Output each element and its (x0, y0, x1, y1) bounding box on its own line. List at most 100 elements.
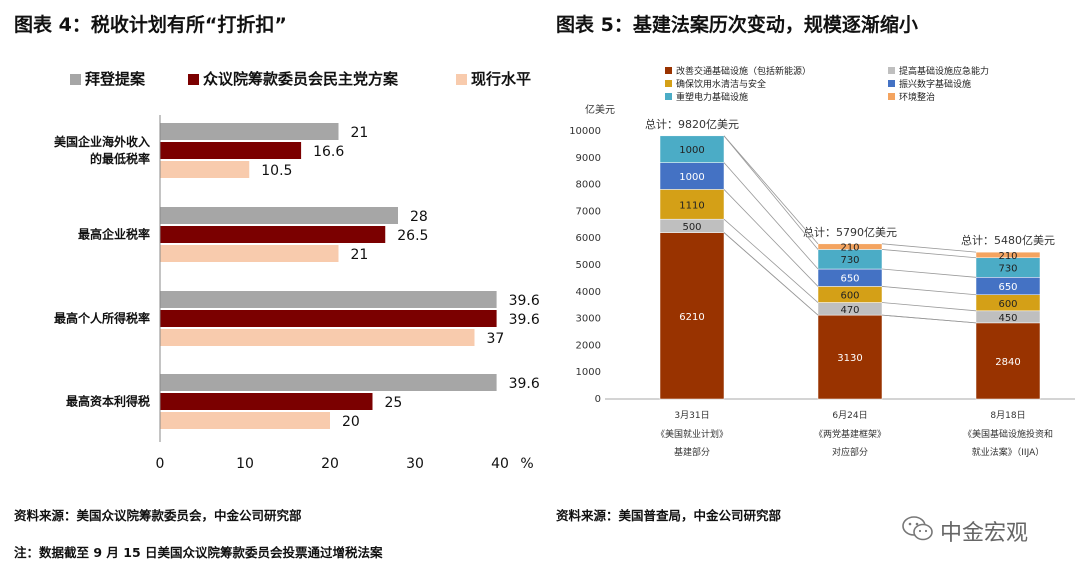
segment-value-label: 650 (998, 282, 1017, 293)
data-label: 39.6 (509, 376, 540, 392)
bar (160, 329, 475, 346)
total-label: 总计：5790亿美元 (803, 225, 897, 239)
stacked-bar-segment (659, 189, 725, 220)
stacked-bar-segment (817, 243, 883, 250)
legend-label: 现行水平 (471, 70, 531, 88)
total-label: 总计：9820亿美元 (645, 117, 739, 131)
bar (160, 226, 386, 243)
legend-swatch (665, 93, 672, 100)
category-label: 最高个人所得税率 (54, 311, 150, 326)
bar (160, 161, 250, 178)
y-tick-label: 0 (595, 394, 601, 405)
total-label: 总计：5480亿美元 (961, 233, 1055, 247)
connector-line (723, 232, 819, 316)
connector-line (881, 243, 977, 253)
segment-value-label: 2840 (995, 357, 1020, 368)
y-tick-label: 8000 (576, 180, 601, 191)
right-chart-title: 图表 5：基建法案历次变动，规模逐渐缩小 (556, 14, 918, 36)
segment-value-label: 6210 (679, 312, 704, 323)
y-tick-label: 7000 (576, 206, 601, 217)
data-label: 28 (410, 209, 428, 225)
legend-label: 振兴数字基础设施 (899, 78, 971, 90)
legend-swatch (888, 80, 895, 87)
connector-line (723, 135, 819, 245)
data-label: 10.5 (261, 163, 292, 179)
tax-rate-bar-chart: 拜登提案 众议院筹款委员会民主党方案 现行水平 21 16.6 10.5 美国企业海外收入的… (54, 70, 540, 472)
category-sublabel: 对应部分 (832, 446, 868, 458)
connector-line (723, 218, 819, 303)
category-sublabel: 基建部分 (674, 446, 710, 458)
category-sublabel: 就业法案》（IIJA） (972, 446, 1044, 458)
segment-value-label: 600 (998, 299, 1017, 310)
category-label: 的最低税率 (90, 151, 150, 166)
stacked-bar-segment (975, 322, 1041, 400)
legend-swatch (888, 93, 895, 100)
segment-value-label: 470 (840, 305, 859, 316)
category-label: 美国企业海外收入 (54, 134, 150, 149)
x-tick-label: 10 (236, 456, 254, 472)
y-tick-label: 1000 (576, 367, 601, 378)
x-tick-label: 40 (491, 456, 509, 472)
category-label: 最高资本利得税 (66, 394, 150, 409)
bar (160, 310, 497, 327)
left-source: 资料来源：美国众议院筹款委员会，中金公司研究部 (14, 508, 302, 523)
bar (160, 412, 330, 429)
y-tick-label: 4000 (576, 287, 601, 298)
category-sublabel: 《美国基础设施投资和 (963, 428, 1053, 440)
segment-value-label: 1000 (679, 145, 704, 156)
connector-line (723, 135, 819, 250)
x-tick-label: 0 (156, 456, 165, 472)
stacked-bar-segment (659, 232, 725, 400)
category-label: 3月31日 (674, 410, 709, 421)
legend-label: 环境整治 (899, 91, 935, 103)
category-sublabel: 《美国就业计划》 (656, 428, 728, 440)
legend-label: 重塑电力基础设施 (676, 91, 748, 103)
y-tick-label: 10000 (569, 126, 601, 137)
legend-swatch (665, 67, 672, 74)
data-label: 21 (351, 247, 369, 263)
bar (160, 291, 497, 308)
bar (160, 123, 339, 140)
bar (160, 142, 302, 159)
legend-label: 改善交通基础设施（包括新能源） (676, 65, 811, 77)
segment-value-label: 450 (998, 313, 1017, 324)
brand-logo: 中金宏观 (900, 514, 1070, 546)
legend-label: 拜登提案 (85, 70, 146, 88)
category-sublabel: 《两党基建框架》 (814, 428, 886, 440)
legend-label: 众议院筹款委员会民主党方案 (203, 70, 399, 88)
brand-name: 中金宏观 (940, 521, 1029, 546)
segment-value-label: 650 (840, 274, 859, 285)
category-label: 6月24日 (832, 410, 867, 421)
connector-line (881, 302, 977, 312)
legend-swatch (888, 67, 895, 74)
y-tick-label: 6000 (576, 233, 601, 244)
data-label: 26.5 (397, 228, 428, 244)
connector-line (881, 249, 977, 259)
data-label: 16.6 (313, 144, 344, 160)
category-label: 最高企业税率 (78, 227, 150, 242)
legend-label: 确保饮用水清洁与安全 (676, 78, 766, 90)
connector-line (723, 162, 819, 270)
bar (160, 374, 497, 391)
segment-value-label: 500 (682, 222, 701, 233)
y-tick-label: 2000 (576, 340, 601, 351)
connector-line (881, 268, 977, 278)
data-label: 20 (342, 414, 360, 430)
connector-line (881, 314, 977, 324)
segment-value-label: 730 (998, 264, 1017, 275)
legend-swatch (456, 74, 467, 85)
x-tick-label: 20 (321, 456, 339, 472)
x-unit-label: % (520, 456, 533, 472)
data-label: 39.6 (509, 293, 540, 309)
bar (160, 207, 398, 224)
data-label: 37 (487, 331, 505, 347)
y-tick-label: 5000 (576, 260, 601, 271)
data-label: 25 (385, 395, 403, 411)
legend-label: 提高基础设施应急能力 (899, 65, 989, 77)
left-note: 注：数据截至 9 月 15 日美国众议院筹款委员会投票通过增税法案 (14, 545, 383, 560)
legend-swatch (665, 80, 672, 87)
segment-value-label: 3130 (837, 353, 862, 364)
left-chart-title: 图表 4：税收计划有所“打折扣” (14, 14, 287, 36)
connector-line (881, 286, 977, 296)
